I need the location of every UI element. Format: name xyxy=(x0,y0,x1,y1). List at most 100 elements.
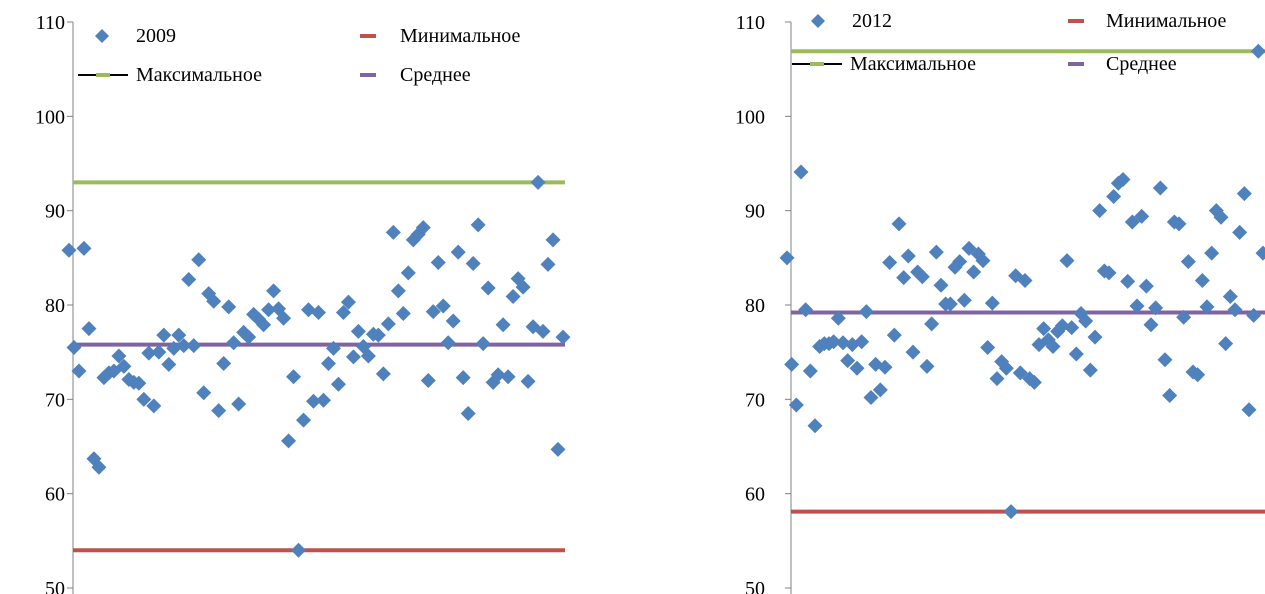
data-point-2-32 xyxy=(924,316,940,332)
legend-label-points-1: 2009 xyxy=(136,25,176,47)
data-point-2-87 xyxy=(1180,254,1196,270)
legend-label-max-1: Максимальное xyxy=(136,64,262,86)
data-point-1-92 xyxy=(515,279,531,295)
data-point-1-77 xyxy=(440,335,456,351)
y-tick-label-1-70: 70 xyxy=(45,389,65,411)
legend-label-mean-2: Среднее xyxy=(1106,53,1177,75)
data-point-2-96 xyxy=(1222,289,1238,305)
legend-label-min-2: Минимальное xyxy=(1106,10,1227,32)
legend-marker-points-2 xyxy=(811,14,825,28)
data-point-1-20 xyxy=(156,327,172,343)
data-point-2-54 xyxy=(1026,374,1042,390)
data-point-1-25 xyxy=(181,272,197,288)
data-point-2-61 xyxy=(1059,253,1075,269)
y-tick-label-2-60: 60 xyxy=(745,484,765,506)
data-point-1-76 xyxy=(435,298,451,314)
y-tick-label-2-110: 110 xyxy=(736,12,765,34)
data-point-1-41 xyxy=(261,302,277,318)
data-point-2-18 xyxy=(858,304,874,320)
data-point-2-92 xyxy=(1204,245,1220,261)
data-point-1-82 xyxy=(465,255,481,271)
legend-label-min-1: Минимальное xyxy=(400,25,521,47)
data-point-2-90 xyxy=(1194,272,1210,288)
data-point-1-54 xyxy=(325,340,341,356)
data-point-1-96 xyxy=(535,323,551,339)
data-point-1-2 xyxy=(66,339,82,355)
data-point-1-61 xyxy=(360,348,376,364)
data-point-2-63 xyxy=(1068,346,1084,362)
data-point-2-98 xyxy=(1232,224,1248,240)
data-point-2-4 xyxy=(793,164,809,180)
data-point-1-57 xyxy=(340,294,356,310)
data-point-1-59 xyxy=(350,323,366,339)
data-point-2-27 xyxy=(900,248,916,264)
data-point-2-99 xyxy=(1236,186,1252,202)
data-point-1-35 xyxy=(231,396,247,412)
data-point-1-73 xyxy=(420,372,436,388)
data-point-1-81 xyxy=(460,405,476,421)
data-point-2-71 xyxy=(1106,189,1122,205)
data-point-1-53 xyxy=(320,355,336,371)
data-point-1-7 xyxy=(91,459,107,475)
data-point-2-41 xyxy=(966,264,982,280)
data-point-1-21 xyxy=(161,356,177,372)
data-point-2-70 xyxy=(1101,265,1117,281)
data-point-1-18 xyxy=(146,398,162,414)
data-point-2-76 xyxy=(1129,298,1145,314)
data-point-1-42 xyxy=(266,283,282,299)
data-point-1-47 xyxy=(291,542,307,558)
data-point-2-97 xyxy=(1227,302,1243,318)
data-point-1-93 xyxy=(520,373,536,389)
data-point-1-4 xyxy=(76,240,92,256)
data-point-2-23 xyxy=(882,255,898,271)
data-point-2-28 xyxy=(905,344,921,360)
data-point-2-73 xyxy=(1115,172,1131,188)
data-point-2-24 xyxy=(886,327,902,343)
data-point-2-80 xyxy=(1148,300,1164,316)
data-point-1-37 xyxy=(241,329,257,345)
data-point-1-87 xyxy=(490,367,506,383)
data-point-2-6 xyxy=(802,363,818,379)
data-point-2-95 xyxy=(1218,336,1234,352)
data-point-2-26 xyxy=(896,270,912,286)
data-point-2-36 xyxy=(942,296,958,312)
data-point-1-23 xyxy=(171,327,187,343)
y-tick-label-1-50: 50 xyxy=(45,578,65,594)
data-point-2-79 xyxy=(1143,317,1159,333)
data-point-1-34 xyxy=(226,335,242,351)
data-point-1-97 xyxy=(540,256,556,272)
data-point-2-66 xyxy=(1082,362,1098,378)
y-tick-label-1-90: 90 xyxy=(45,201,65,223)
data-point-2-103 xyxy=(1255,245,1265,261)
data-point-2-67 xyxy=(1087,329,1103,345)
data-point-1-1 xyxy=(61,242,77,258)
y-tick-label-1-60: 60 xyxy=(45,484,65,506)
y-tick-label-2-80: 80 xyxy=(745,295,765,317)
data-point-1-28 xyxy=(196,385,212,401)
data-point-1-27 xyxy=(191,252,207,268)
data-point-1-88 xyxy=(495,317,511,333)
data-point-1-40 xyxy=(256,317,272,333)
data-point-1-67 xyxy=(390,283,406,299)
data-point-1-99 xyxy=(550,441,566,457)
data-point-2-38 xyxy=(952,254,968,270)
data-point-2-101 xyxy=(1246,307,1262,323)
data-point-1-85 xyxy=(480,280,496,296)
data-point-1-15 xyxy=(131,375,147,391)
data-point-2-22 xyxy=(877,359,893,375)
data-point-1-26 xyxy=(186,338,202,354)
data-point-2-49 xyxy=(1003,504,1019,520)
data-point-1-63 xyxy=(370,327,386,343)
data-point-1-78 xyxy=(445,313,461,329)
y-tick-label-1-80: 80 xyxy=(45,295,65,317)
legend-label-points-2: 2012 xyxy=(852,10,892,32)
data-point-1-100 xyxy=(555,329,571,345)
data-point-1-90 xyxy=(505,289,521,305)
data-point-2-43 xyxy=(975,253,991,269)
data-point-1-30 xyxy=(206,293,222,309)
data-point-2-21 xyxy=(872,382,888,398)
data-point-1-16 xyxy=(136,391,152,407)
data-point-1-68 xyxy=(395,305,411,321)
y-tick-label-1-100: 100 xyxy=(35,106,65,128)
data-point-1-80 xyxy=(455,370,471,386)
